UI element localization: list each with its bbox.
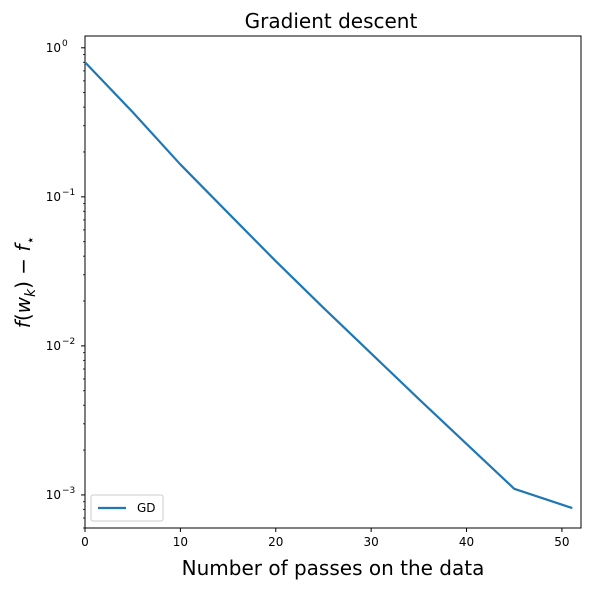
x-tick-label: 30 <box>364 535 379 549</box>
x-axis-label: Number of passes on the data <box>182 556 485 580</box>
y-label-f: f <box>11 318 35 328</box>
y-tick-label: 10 <box>46 41 61 55</box>
y-tick-exponent: 0 <box>62 39 68 49</box>
legend-box <box>90 494 164 522</box>
y-axis-label: f(wk) − f⋆ <box>11 236 39 328</box>
y-label-close: ) − <box>11 252 35 289</box>
x-tick-label: 10 <box>173 535 188 549</box>
y-label-sub-k: k <box>23 288 39 297</box>
x-axis-ticks: 0 10 20 30 40 50 <box>81 528 570 549</box>
y-tick-exponent: −1 <box>62 188 75 198</box>
x-tick-label: 40 <box>459 535 474 549</box>
y-tick-label: 10 <box>46 488 61 502</box>
y-label-sub-star: ⋆ <box>23 236 39 245</box>
series-line-gd <box>83 61 573 509</box>
y-label-open: ( <box>11 313 35 321</box>
legend: GD <box>90 494 164 522</box>
chart-title: Gradient descent <box>245 9 418 33</box>
x-tick-label: 0 <box>81 535 89 549</box>
x-tick-label: 20 <box>268 535 283 549</box>
y-label-fstar: f <box>11 242 35 252</box>
series-layer <box>83 61 573 509</box>
y-tick-label: 10 <box>46 339 61 353</box>
plot-frame <box>84 35 582 529</box>
y-tick-exponent: −3 <box>62 486 75 496</box>
y-tick-label: 10 <box>46 190 61 204</box>
y-tick-exponent: −2 <box>62 337 75 347</box>
x-tick-label: 50 <box>554 535 569 549</box>
y-label-w: w <box>11 296 35 313</box>
legend-label-gd: GD <box>137 501 156 515</box>
